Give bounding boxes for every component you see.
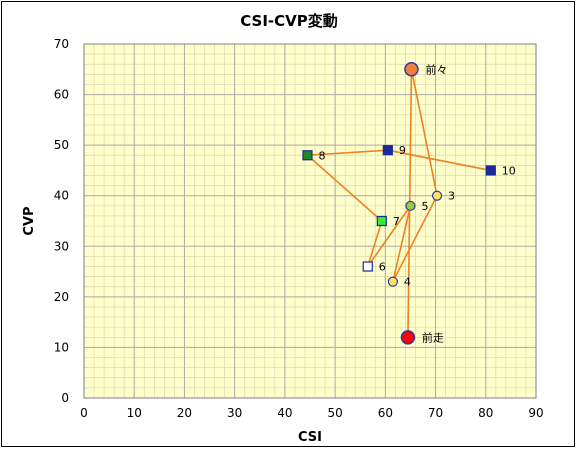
data-markers <box>302 62 496 345</box>
marker-7 <box>376 215 387 227</box>
point-label-3: 3 <box>448 190 455 203</box>
x-tick-label: 0 <box>80 406 88 420</box>
x-axis-title: CSI <box>298 430 322 445</box>
point-label-前走: 前走 <box>422 330 444 344</box>
y-tick-label: 60 <box>54 88 69 102</box>
plot-area <box>84 44 536 398</box>
plot-border <box>83 43 537 399</box>
marker-4 <box>387 276 398 287</box>
marker-9 <box>382 145 393 156</box>
marker-前々 <box>404 62 419 77</box>
trajectory-line <box>306 68 491 338</box>
y-tick-label: 30 <box>54 239 69 253</box>
x-tick-label: 50 <box>327 406 342 420</box>
point-label-9: 9 <box>399 144 406 157</box>
x-tick-label: 40 <box>277 406 292 420</box>
point-label-6: 6 <box>379 261 386 274</box>
x-tick-label: 60 <box>378 406 393 420</box>
marker-8 <box>302 150 313 161</box>
x-tick-label: 20 <box>177 406 192 420</box>
y-tick-label: 20 <box>54 290 69 304</box>
x-tick-label: 80 <box>478 406 493 420</box>
marker-10 <box>485 165 496 176</box>
chart-title: CSI-CVP変動 <box>240 12 338 30</box>
y-tick-label: 10 <box>54 340 69 354</box>
minor-grid <box>84 44 536 398</box>
x-tick-label: 10 <box>127 406 142 420</box>
point-label-前々: 前々 <box>425 62 447 76</box>
marker-5 <box>405 200 416 211</box>
y-tick-label: 70 <box>54 37 69 51</box>
point-label-7: 7 <box>393 215 400 228</box>
y-tick-label: 40 <box>54 189 69 203</box>
y-axis-title: CVP <box>22 206 37 235</box>
marker-3 <box>431 190 443 201</box>
x-tick-label: 70 <box>428 406 443 420</box>
point-label-8: 8 <box>318 149 325 162</box>
marker-6 <box>362 261 373 272</box>
point-label-5: 5 <box>421 200 428 213</box>
major-grid <box>84 44 536 398</box>
x-tick-label: 30 <box>227 406 242 420</box>
point-label-4: 4 <box>404 276 411 289</box>
x-axis-ticks: 0 10 20 30 40 50 60 70 80 90 <box>80 406 543 420</box>
x-tick-label: 90 <box>528 406 543 420</box>
y-tick-label: 0 <box>61 391 69 405</box>
point-label-10: 10 <box>502 164 516 177</box>
y-axis-ticks: 0 10 20 30 40 50 60 70 <box>54 37 69 405</box>
y-tick-label: 50 <box>54 138 69 152</box>
trajectory-polyline <box>306 68 491 338</box>
marker-前走 <box>400 330 416 345</box>
